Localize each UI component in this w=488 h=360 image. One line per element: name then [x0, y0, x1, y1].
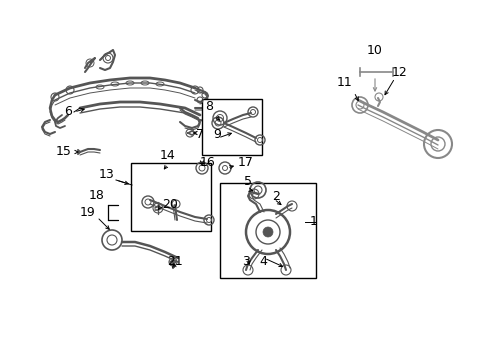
Bar — [131, 163, 210, 231]
Text: 19: 19 — [79, 207, 95, 220]
Text: 21: 21 — [167, 255, 183, 268]
Text: 16: 16 — [200, 157, 215, 170]
Text: 9: 9 — [213, 129, 221, 141]
Text: 14: 14 — [160, 149, 176, 162]
Text: 17: 17 — [238, 157, 253, 170]
Text: 8: 8 — [204, 100, 213, 113]
Text: 10: 10 — [366, 44, 382, 57]
Text: 7: 7 — [196, 129, 203, 141]
Text: 15: 15 — [56, 145, 72, 158]
Text: 18: 18 — [89, 189, 105, 202]
Bar — [220, 183, 315, 278]
Circle shape — [263, 227, 272, 237]
Text: 2: 2 — [271, 190, 279, 203]
Bar — [202, 99, 262, 155]
Text: 6: 6 — [64, 105, 72, 118]
Text: 5: 5 — [244, 175, 251, 188]
Text: 13: 13 — [98, 168, 114, 181]
Text: 11: 11 — [336, 77, 351, 90]
Text: 1: 1 — [309, 216, 317, 229]
Text: 3: 3 — [242, 255, 249, 268]
Text: 20: 20 — [162, 198, 178, 211]
Text: 12: 12 — [391, 67, 407, 80]
Text: 4: 4 — [259, 255, 266, 268]
